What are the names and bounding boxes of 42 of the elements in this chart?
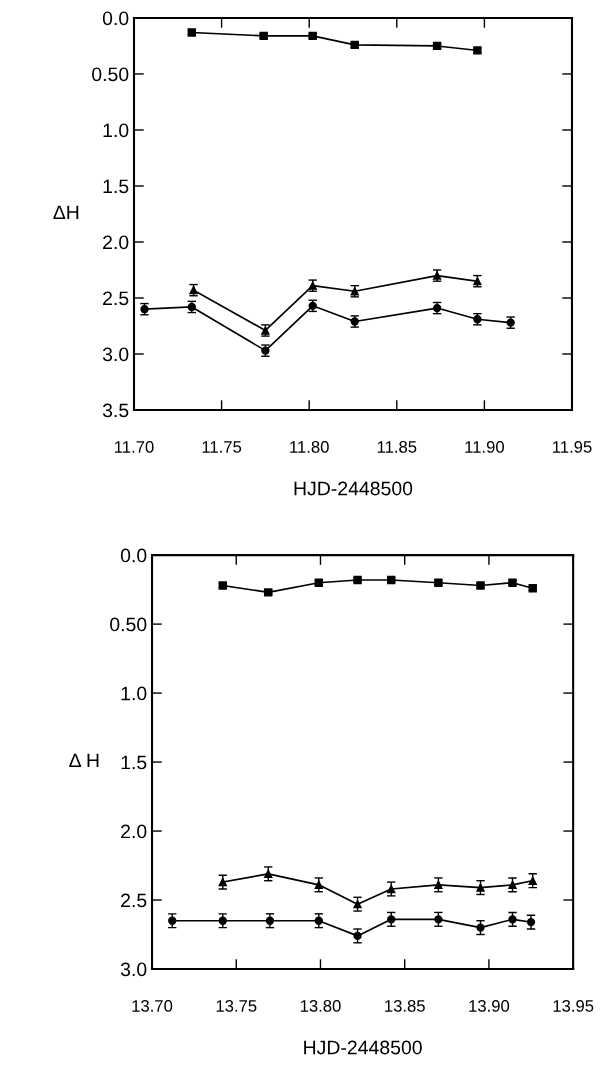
y-tick-label: 1.0 (121, 686, 147, 701)
y-tick-label: 2.0 (103, 235, 129, 250)
x-tick-label: 11.70 (115, 441, 154, 453)
y-tick-label: 3.5 (102, 403, 129, 418)
x-tick-label: 11.80 (290, 441, 329, 453)
x-tick-label: 11.85 (377, 441, 417, 453)
x-tick-label: 13.90 (469, 1000, 510, 1012)
x-tick-label: 11.90 (465, 441, 504, 453)
x-tick-label: 13.70 (132, 1000, 173, 1012)
point (528, 876, 537, 885)
y-axis-title: Δ H (69, 753, 99, 768)
x-axis-title: HJD-2448500 (304, 1040, 422, 1055)
y-tick-label: 2.5 (103, 291, 129, 306)
x-axis-title: HJD-2448500 (294, 481, 413, 496)
point (508, 915, 517, 924)
y-tick-label: 0.50 (92, 67, 129, 82)
x-tick-label: 13.80 (300, 1000, 341, 1012)
y-axis-title: ΔH (53, 205, 79, 220)
point (265, 916, 275, 925)
y-tick-label: 3.0 (102, 347, 129, 362)
x-tick-label: 13.75 (216, 1000, 257, 1012)
x-tick-label: 11.75 (202, 441, 242, 453)
point (434, 915, 443, 924)
x-tick-label: 13.95 (553, 1000, 594, 1012)
point (218, 916, 227, 925)
y-tick-label: 0.0 (102, 11, 129, 26)
point (476, 883, 485, 892)
point (387, 915, 396, 924)
y-tick-label: 0.50 (110, 617, 147, 632)
y-tick-label: 2.5 (121, 893, 147, 908)
point (314, 916, 323, 925)
y-tick-label: 0.0 (120, 548, 147, 563)
x-tick-label: 11.95 (553, 441, 592, 453)
y-tick-label: 2.0 (121, 824, 147, 839)
y-tick-label: 1.0 (103, 123, 129, 138)
x-tick-label: 13.85 (385, 1000, 425, 1012)
y-tick-label: 1.5 (103, 179, 129, 194)
point (264, 869, 273, 878)
point (168, 916, 177, 925)
y-tick-label: 3.0 (120, 962, 147, 977)
point (476, 923, 485, 932)
y-tick-label: 1.5 (121, 755, 147, 770)
